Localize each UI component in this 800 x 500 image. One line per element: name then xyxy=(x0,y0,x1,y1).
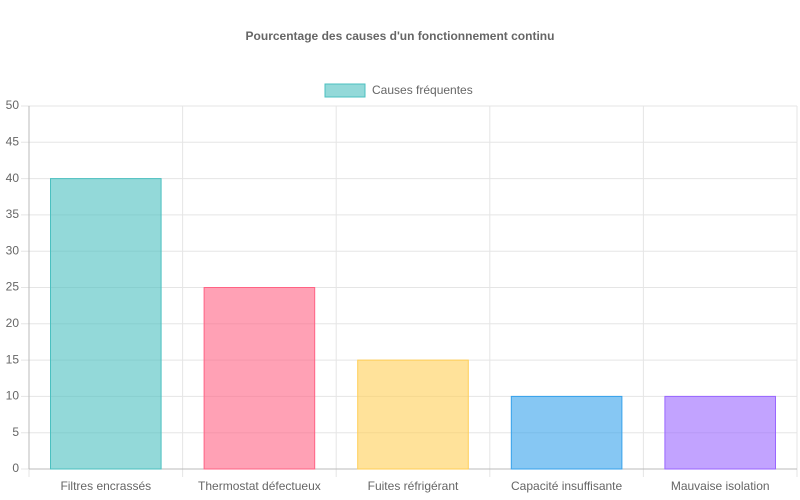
x-tick-label: Filtres encrassés xyxy=(60,479,151,493)
x-tick-label: Thermostat défectueux xyxy=(198,479,321,493)
bar xyxy=(357,359,469,470)
y-tick-label: 20 xyxy=(6,316,20,330)
bar xyxy=(203,287,316,470)
x-tick-label: Mauvaise isolation xyxy=(671,479,770,493)
y-tick-label: 35 xyxy=(6,207,20,221)
y-tick-label: 40 xyxy=(6,171,20,185)
y-tick-label: 15 xyxy=(6,352,20,366)
y-tick-label: 25 xyxy=(6,280,20,294)
y-tick-label: 5 xyxy=(12,425,19,439)
bar xyxy=(510,395,623,470)
legend-swatch xyxy=(324,83,366,98)
y-tick-label: 10 xyxy=(6,389,20,403)
y-tick-label: 50 xyxy=(6,98,20,112)
bar xyxy=(664,395,776,470)
chart-title: Pourcentage des causes d'un fonctionneme… xyxy=(246,29,555,43)
bar xyxy=(50,178,162,470)
x-tick-label: Fuites réfrigérant xyxy=(368,479,459,493)
legend-label: Causes fréquentes xyxy=(372,83,473,97)
y-tick-label: 45 xyxy=(6,134,20,148)
y-tick-label: 30 xyxy=(6,243,20,257)
x-tick-label: Capacité insuffisante xyxy=(511,479,623,493)
y-tick-label: 0 xyxy=(12,461,19,475)
